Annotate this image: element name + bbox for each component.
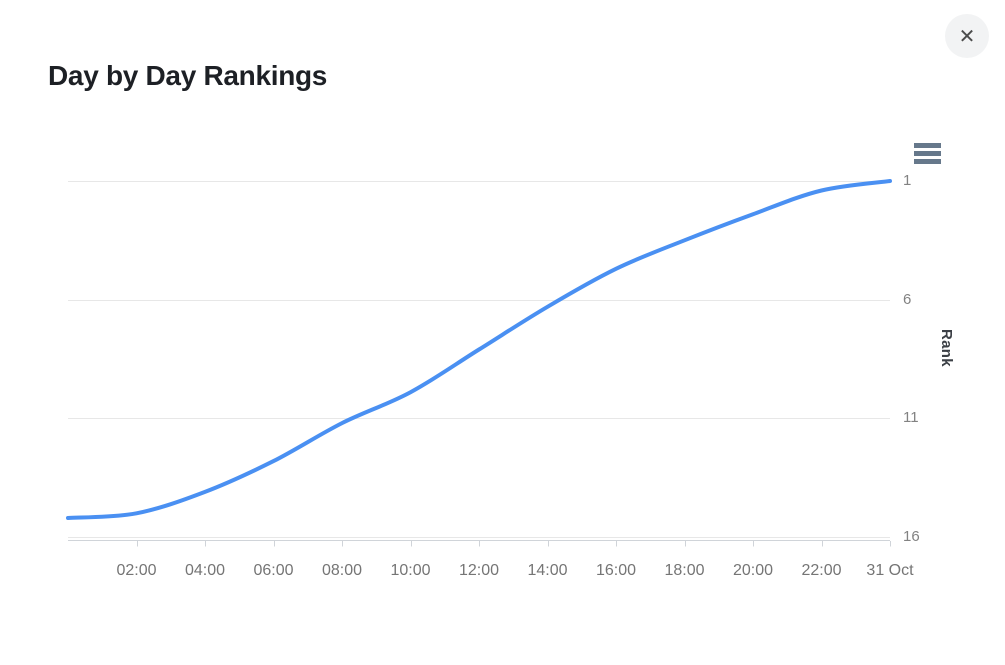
close-button[interactable]: ✕ xyxy=(945,14,989,58)
y-axis-tick-label: 16 xyxy=(903,528,920,545)
x-axis-tick-label: 10:00 xyxy=(390,562,431,579)
chart-context-menu-icon[interactable] xyxy=(914,143,941,164)
x-axis-tick-label: 18:00 xyxy=(664,562,705,579)
menu-bar xyxy=(914,143,941,148)
y-axis-tick-label: 1 xyxy=(903,172,912,189)
x-axis-tick-label: 12:00 xyxy=(458,562,500,579)
x-axis-tick-label: 02:00 xyxy=(116,562,157,579)
x-axis-tick-label: 08:00 xyxy=(321,562,363,579)
x-axis-tick-label: 22:00 xyxy=(801,562,842,579)
x-axis-tick-label: 04:00 xyxy=(184,562,226,579)
x-axis-tick-label: 06:00 xyxy=(253,562,294,579)
x-axis-tick-label: 14:00 xyxy=(527,562,568,579)
x-axis-tick-label: 31 Oct xyxy=(866,562,914,579)
y-axis-title: Rank xyxy=(938,329,955,367)
page-title: Day by Day Rankings xyxy=(48,60,328,91)
menu-bar xyxy=(914,151,941,156)
x-axis-tick-label: 16:00 xyxy=(595,562,637,579)
rank-series-line xyxy=(66,179,892,520)
close-icon: ✕ xyxy=(958,24,976,48)
y-axis-tick-label: 6 xyxy=(903,290,912,308)
y-axis-tick-label: 11 xyxy=(903,409,919,427)
menu-bar xyxy=(914,159,941,164)
x-axis-tick-label: 20:00 xyxy=(732,562,774,579)
